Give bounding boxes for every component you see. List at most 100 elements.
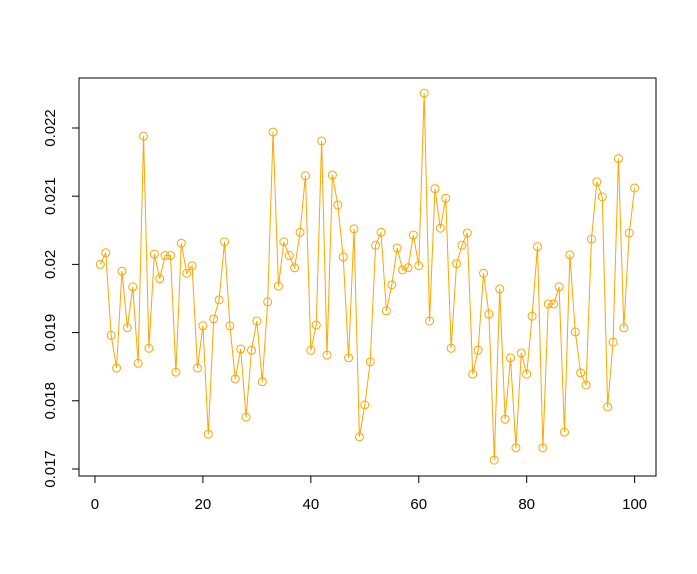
data-point — [236, 344, 246, 354]
data-point — [613, 154, 623, 164]
data-point — [273, 281, 283, 291]
data-point — [603, 402, 613, 412]
data-point — [511, 443, 521, 453]
data-point — [522, 369, 532, 379]
data-point — [624, 228, 634, 238]
data-point — [398, 265, 408, 275]
data-point — [268, 127, 278, 137]
data-point — [263, 297, 273, 307]
data-point — [538, 443, 548, 453]
x-tick-label: 60 — [410, 496, 427, 513]
data-point — [479, 268, 489, 278]
data-point — [338, 252, 348, 262]
data-point — [122, 323, 132, 333]
data-point — [139, 131, 149, 141]
data-point — [246, 345, 256, 355]
data-point — [435, 223, 445, 233]
data-point — [381, 306, 391, 316]
data-point — [630, 183, 640, 193]
data-point — [106, 330, 116, 340]
data-point — [597, 192, 607, 202]
data-point — [149, 249, 159, 259]
data-point — [425, 316, 435, 326]
y-tick-label: 0.018 — [42, 382, 59, 420]
y-tick-label: 0.019 — [42, 314, 59, 352]
data-point — [554, 282, 564, 292]
x-tick-label: 80 — [518, 496, 535, 513]
data-point — [549, 299, 559, 309]
data-point — [214, 295, 224, 305]
data-point — [371, 240, 381, 250]
y-tick-label: 0.021 — [42, 177, 59, 215]
data-point — [559, 427, 569, 437]
data-point — [322, 350, 332, 360]
data-point — [241, 412, 251, 422]
data-point — [327, 170, 337, 180]
data-point — [133, 358, 143, 368]
data-point — [176, 238, 186, 248]
data-point — [155, 274, 165, 284]
plot-frame — [78, 77, 657, 477]
data-point — [414, 261, 424, 271]
data-point — [279, 237, 289, 247]
data-point — [500, 414, 510, 424]
data-point — [160, 251, 170, 261]
data-point — [360, 400, 370, 410]
data-point — [182, 268, 192, 278]
data-point — [484, 309, 494, 319]
data-point — [495, 284, 505, 294]
data-point — [193, 363, 203, 373]
data-point — [171, 367, 181, 377]
data-line — [99, 93, 636, 461]
data-point — [543, 299, 553, 309]
data-point — [365, 357, 375, 367]
data-point — [166, 251, 176, 261]
data-point — [570, 327, 580, 337]
data-point — [392, 243, 402, 253]
data-point — [565, 250, 575, 260]
x-tick-label: 0 — [91, 496, 99, 513]
data-point — [586, 234, 596, 244]
data-point — [576, 368, 586, 378]
y-tick-label: 0.017 — [42, 450, 59, 488]
data-point — [387, 280, 397, 290]
data-point — [608, 337, 618, 347]
data-point — [619, 323, 629, 333]
data-point — [344, 353, 354, 363]
data-point — [284, 251, 294, 261]
data-point — [452, 259, 462, 269]
data-point — [441, 193, 451, 203]
data-point — [527, 311, 537, 321]
data-point — [376, 227, 386, 237]
x-tick-label: 100 — [622, 496, 647, 513]
data-point — [468, 369, 478, 379]
data-point — [230, 374, 240, 384]
data-point — [300, 171, 310, 181]
data-point — [462, 228, 472, 238]
data-point — [209, 314, 219, 324]
data-point — [112, 363, 122, 373]
data-point — [473, 345, 483, 355]
data-point — [457, 240, 467, 250]
data-point — [403, 263, 413, 273]
data-point — [430, 184, 440, 194]
data-point — [252, 316, 262, 326]
data-point — [333, 200, 343, 210]
data-point — [128, 282, 138, 292]
data-point — [203, 429, 213, 439]
data-point — [408, 230, 418, 240]
data-point — [101, 248, 111, 258]
data-point — [317, 136, 327, 146]
data-point — [198, 321, 208, 331]
data-point — [419, 88, 429, 98]
data-point — [581, 380, 591, 390]
data-point — [144, 343, 154, 353]
data-point — [117, 266, 127, 276]
data-point — [187, 261, 197, 271]
y-tick-label: 0.022 — [42, 109, 59, 147]
data-point — [219, 237, 229, 247]
data-point — [95, 259, 105, 269]
x-tick-label: 20 — [195, 496, 212, 513]
data-point — [225, 321, 235, 331]
